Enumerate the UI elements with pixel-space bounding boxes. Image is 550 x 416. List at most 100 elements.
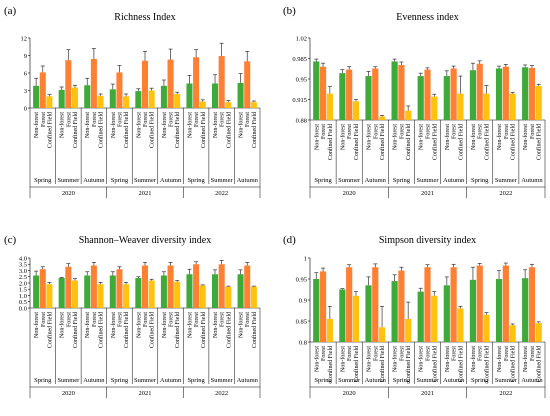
bar-non-forest xyxy=(33,275,40,308)
bar-forest xyxy=(450,267,457,342)
category-label: Forest xyxy=(478,124,484,139)
category-label: Confined Field xyxy=(405,124,412,160)
bar-forest xyxy=(244,265,251,308)
bar-non-forest xyxy=(237,82,244,108)
bar-non-forest xyxy=(391,61,398,120)
bar-forest xyxy=(319,66,327,120)
year-label: 2020 xyxy=(62,390,75,397)
bar-forest xyxy=(476,265,483,342)
category-label: Forest xyxy=(92,112,98,127)
y-tick-label: 0.85 xyxy=(296,318,307,325)
bar-non-forest xyxy=(443,285,450,342)
category-label: Confined Field xyxy=(200,112,207,148)
chart-title: Richness Index xyxy=(114,12,175,23)
bar-confined-field xyxy=(509,93,516,120)
bar-non-forest xyxy=(391,281,398,342)
bar-non-forest xyxy=(160,85,167,108)
season-label: Summer xyxy=(338,177,361,184)
category-label: Confined Field xyxy=(510,124,517,160)
category-label: Non-forest xyxy=(365,124,372,150)
y-tick-label: 3 xyxy=(24,88,27,95)
category-label: Non-forest xyxy=(59,312,66,338)
category-label: Forest xyxy=(169,312,175,327)
year-label: 2022 xyxy=(499,390,512,397)
bar-non-forest xyxy=(109,89,116,108)
y-tick-label: 2.5 xyxy=(19,274,27,281)
category-label: Forest xyxy=(143,312,149,327)
category-label: Non-forest xyxy=(418,124,425,150)
y-tick-label: 0.95 xyxy=(296,76,307,83)
bar-confined-field xyxy=(71,87,78,108)
y-tick-label: 0.5 xyxy=(19,299,27,306)
category-label: Forest xyxy=(373,346,379,361)
bar-confined-field xyxy=(199,285,206,308)
category-label: Confined Field xyxy=(457,124,464,160)
season-label: Summer xyxy=(416,377,439,384)
year-label: 2021 xyxy=(421,190,434,197)
season-label: Summer xyxy=(495,177,518,184)
y-tick-label: 0.95 xyxy=(296,276,307,283)
bar-non-forest xyxy=(84,85,91,108)
bar-forest xyxy=(372,68,379,120)
category-label: Forest xyxy=(504,124,510,139)
bar-confined-field xyxy=(457,308,464,342)
season-label: Spring xyxy=(187,177,205,184)
category-label: Forest xyxy=(66,112,72,127)
season-label: Autumn xyxy=(83,377,105,384)
category-label: Non-forest xyxy=(522,346,529,372)
season-label: Spring xyxy=(111,377,129,384)
y-tick-label: 0.88 xyxy=(296,117,307,124)
bar-confined-field xyxy=(405,318,412,342)
category-label: Non-forest xyxy=(33,112,40,138)
category-label: Non-forest xyxy=(186,112,193,138)
category-label: Non-forest xyxy=(365,346,372,372)
season-label: Autumn xyxy=(443,377,465,384)
category-label: Confined Field xyxy=(327,346,334,382)
category-label: Confined Field xyxy=(379,346,386,382)
bar-confined-field xyxy=(250,102,257,108)
panel-label: (d) xyxy=(283,234,296,246)
bar-non-forest xyxy=(33,85,40,108)
season-label: Spring xyxy=(471,377,489,384)
season-label: Summer xyxy=(338,377,361,384)
category-label: Non-forest xyxy=(470,124,477,150)
category-label: Confined Field xyxy=(484,346,491,382)
season-label: Summer xyxy=(134,177,157,184)
category-label: Non-forest xyxy=(444,124,451,150)
season-label: Autumn xyxy=(160,377,182,384)
year-label: 2020 xyxy=(343,390,356,397)
year-label: 2021 xyxy=(139,390,152,397)
season-label: Autumn xyxy=(237,377,259,384)
bar-non-forest xyxy=(417,291,424,342)
category-label: Confined Field xyxy=(72,112,79,148)
bar-forest xyxy=(141,265,149,308)
category-label: Confined Field xyxy=(174,112,181,148)
category-label: Confined Field xyxy=(251,312,258,348)
category-label: Non-forest xyxy=(238,312,245,338)
category-label: Confined Field xyxy=(149,312,156,348)
bar-non-forest xyxy=(495,279,503,342)
year-label: 2020 xyxy=(343,190,356,197)
chart-panel-2: (b) Evenness index 0.88 0.915 0.95 0.985 1.02 N… xyxy=(283,5,546,198)
year-label: 2020 xyxy=(62,190,75,197)
bar-confined-field xyxy=(431,295,438,342)
category-label: Non-forest xyxy=(59,112,66,138)
bar-confined-field xyxy=(326,93,333,120)
category-label: Confined Field xyxy=(536,346,543,382)
bar-forest xyxy=(502,265,509,342)
bar-confined-field xyxy=(483,93,490,120)
bar-confined-field xyxy=(174,281,181,308)
bar-non-forest xyxy=(469,70,477,120)
chart-title: Simpson diversity index xyxy=(379,235,476,246)
bar-confined-field xyxy=(225,102,232,108)
bar-non-forest xyxy=(135,91,142,108)
season-label: Summer xyxy=(495,377,518,384)
category-label: Non-forest xyxy=(33,312,40,338)
panel-label: (a) xyxy=(4,5,17,17)
bar-non-forest xyxy=(339,73,346,120)
bar-confined-field xyxy=(378,116,386,120)
bar-non-forest xyxy=(313,61,320,120)
bar-forest xyxy=(167,59,174,108)
category-label: Non-forest xyxy=(470,346,477,372)
